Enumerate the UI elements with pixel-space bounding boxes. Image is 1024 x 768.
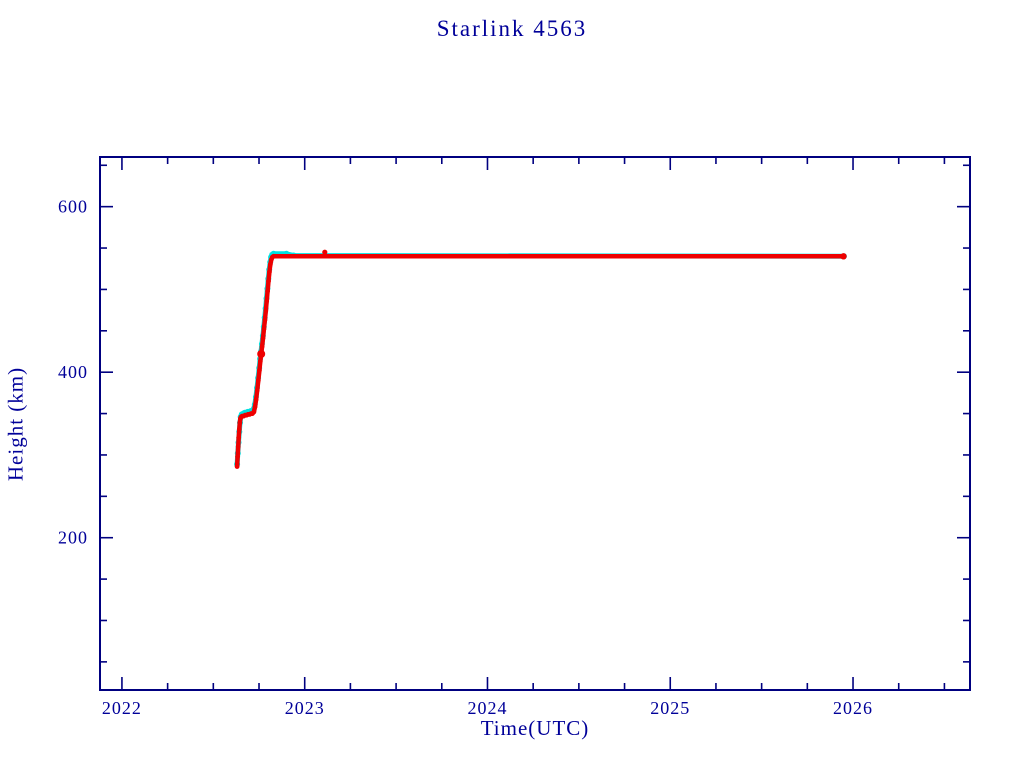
series-red-point	[234, 464, 240, 469]
y-tick-label: 600	[58, 197, 88, 217]
x-axis-label: Time(UTC)	[480, 716, 590, 740]
series-red-point	[267, 269, 272, 275]
series-red-point	[266, 278, 271, 284]
series-red-point	[267, 262, 273, 267]
x-tick-label: 2022	[102, 698, 142, 718]
series-red-point	[257, 359, 263, 364]
series-red-point	[255, 378, 261, 383]
series-red-point	[265, 288, 270, 294]
series-cyan-line	[234, 251, 847, 467]
series-red-point	[236, 435, 242, 440]
y-tick-label: 200	[58, 528, 88, 548]
series-red-point	[257, 368, 262, 373]
plot-frame	[99, 156, 971, 691]
series-red-point	[271, 253, 276, 259]
series-red-point	[237, 420, 243, 426]
series-red-point	[262, 317, 268, 323]
series-red-point	[235, 444, 241, 450]
series-red-point	[261, 326, 267, 332]
series-red-point	[251, 409, 257, 415]
series-red-point	[235, 454, 241, 459]
x-tick-label: 2026	[833, 698, 873, 718]
chart-title: Starlink 4563	[436, 16, 588, 41]
series-red-point	[260, 335, 266, 341]
series-red-dot	[257, 350, 266, 358]
x-tick-label: 2023	[285, 698, 325, 718]
series-red-dot	[322, 249, 328, 255]
x-tick-label: 2024	[467, 698, 507, 718]
series-red-dot	[840, 253, 847, 260]
series-red-line	[234, 254, 847, 469]
y-tick-label: 400	[58, 362, 88, 382]
series-red-point	[252, 404, 258, 410]
series-red-point	[254, 388, 260, 393]
x-tick-label: 2025	[650, 698, 690, 718]
series-red-point	[264, 298, 270, 304]
series-red-point	[253, 397, 259, 402]
series-red-point	[263, 308, 269, 314]
series-red-point	[259, 344, 265, 349]
series-red-point	[236, 426, 242, 432]
